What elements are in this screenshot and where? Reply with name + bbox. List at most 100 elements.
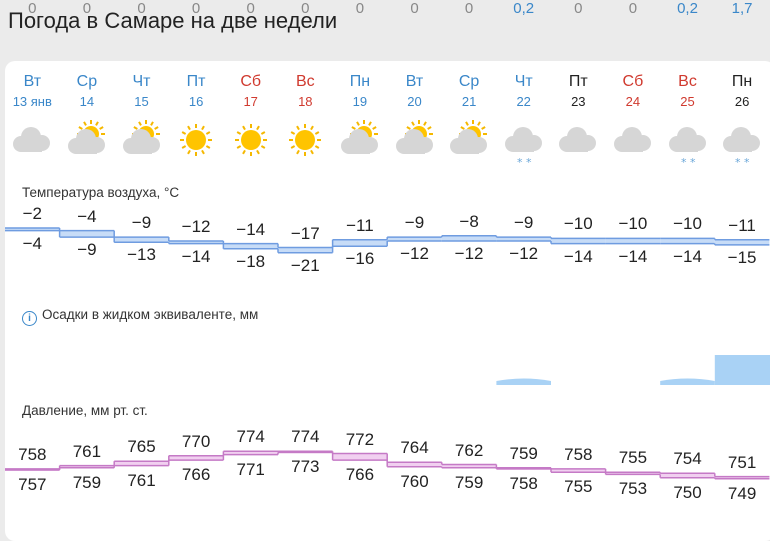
pressure-min-value: 757	[18, 475, 47, 494]
cloud-shape	[340, 129, 378, 154]
sun-ray	[99, 126, 104, 130]
pressure-label: Давление, мм рт. ст.	[22, 403, 148, 418]
sun-ray	[465, 121, 469, 126]
precip-value: 1,7	[731, 0, 753, 17]
sun-ray	[290, 131, 296, 135]
cloud-shape	[504, 127, 542, 152]
temp-max-value: −9	[131, 213, 152, 233]
temp-min-value: −12	[454, 244, 484, 263]
sunny-icon	[234, 124, 267, 156]
temp-max-value: −9	[513, 213, 534, 233]
temp-min-value: −14	[181, 246, 211, 266]
precip-value: 0	[82, 0, 92, 17]
temp-max-value: −10	[673, 214, 702, 234]
day-date: 25	[680, 94, 695, 109]
cloud-shape	[559, 127, 597, 152]
cloud-part	[348, 144, 370, 154]
day-date: 18	[298, 94, 313, 109]
temp-min-value: −14	[563, 246, 593, 266]
sun-ray	[201, 149, 205, 155]
sun-ray	[426, 126, 432, 130]
day-of-week: Вт	[23, 73, 42, 90]
pressure-band	[59, 465, 115, 468]
sun-disc	[295, 130, 316, 150]
temp-band	[551, 238, 606, 244]
temp-band	[5, 228, 60, 231]
sun-ray	[205, 131, 211, 135]
day-date: 23	[571, 94, 586, 109]
sun-ray	[83, 121, 87, 126]
precip-value: 0	[355, 0, 365, 17]
day-date: 22	[516, 94, 531, 109]
day-of-week: Пн	[349, 73, 371, 90]
day-of-week: Чт	[514, 73, 533, 90]
cloud-part	[403, 144, 425, 154]
day-date: 19	[352, 94, 368, 109]
pressure-max-value: 772	[345, 429, 375, 449]
pressure-band	[168, 455, 224, 461]
cloud-shape	[122, 129, 160, 154]
cloud-part	[21, 142, 43, 152]
temp-min-value: −14	[618, 246, 648, 266]
sun-ray	[201, 125, 205, 131]
sun-ray	[315, 145, 320, 149]
temp-max-value: −4	[77, 206, 97, 226]
sun-ray	[260, 131, 266, 135]
cloudy-icon	[13, 127, 51, 152]
info-icon[interactable]: i	[22, 311, 37, 326]
temp-min-value: −12	[400, 244, 429, 263]
pressure-max-value: 761	[72, 441, 102, 461]
sun-ray	[255, 149, 260, 155]
precip-value: 0	[137, 0, 146, 17]
temp-band	[278, 247, 333, 253]
precip-bar	[496, 378, 551, 385]
sun-ray	[181, 131, 187, 135]
temp-max-value: −10	[563, 214, 593, 234]
day-of-week: Пт	[568, 73, 588, 90]
cloud-part	[512, 142, 534, 152]
pressure-max-value: 758	[564, 444, 593, 464]
cloud-part	[75, 144, 97, 154]
precip-value: 0	[246, 0, 255, 17]
temp-min-value: −4	[22, 233, 42, 253]
snow-flake: *	[744, 156, 750, 168]
temp-band	[660, 238, 715, 244]
sun-shape	[180, 124, 213, 156]
sun-ray	[315, 131, 320, 135]
temperature-label: Температура воздуха, °C	[22, 185, 180, 200]
sun-ray	[95, 121, 99, 126]
sun-ray	[356, 121, 360, 126]
precip-value: 0,2	[513, 0, 535, 17]
partly-sunny-icon	[67, 120, 105, 154]
precipitation-label[interactable]: i Осадки в жидком эквиваленте, мм	[22, 307, 258, 326]
day-date: 17	[243, 94, 258, 109]
day-date: 13 янв	[12, 94, 52, 109]
sunny-icon	[180, 124, 213, 156]
sun-ray	[187, 149, 191, 155]
sun-ray	[405, 126, 411, 130]
sun-ray	[368, 121, 372, 126]
pressure-band	[714, 476, 770, 479]
temp-max-value: −2	[22, 204, 42, 223]
sun-shape	[234, 124, 267, 156]
precip-value: 0,2	[677, 0, 698, 17]
day-date: 24	[625, 94, 641, 109]
pressure-min-value: 758	[509, 473, 538, 493]
precip-value: 0	[301, 0, 310, 17]
sun-ray	[351, 126, 356, 130]
pressure-max-value: 764	[400, 438, 429, 458]
pressure-max-value: 755	[618, 448, 648, 468]
sun-ray	[153, 126, 159, 130]
sun-disc	[186, 130, 207, 150]
cloud-part	[567, 142, 589, 152]
temp-band	[714, 239, 770, 245]
sun-ray	[236, 145, 241, 149]
precip-bar	[660, 378, 715, 385]
sun-ray	[310, 149, 315, 155]
pressure-min-value: 755	[564, 477, 593, 497]
day-date: 15	[134, 94, 149, 109]
temp-max-value: −10	[618, 214, 648, 234]
precip-value: 0	[574, 0, 583, 17]
cloud-part	[676, 142, 698, 152]
pressure-min-value: 766	[181, 465, 211, 485]
